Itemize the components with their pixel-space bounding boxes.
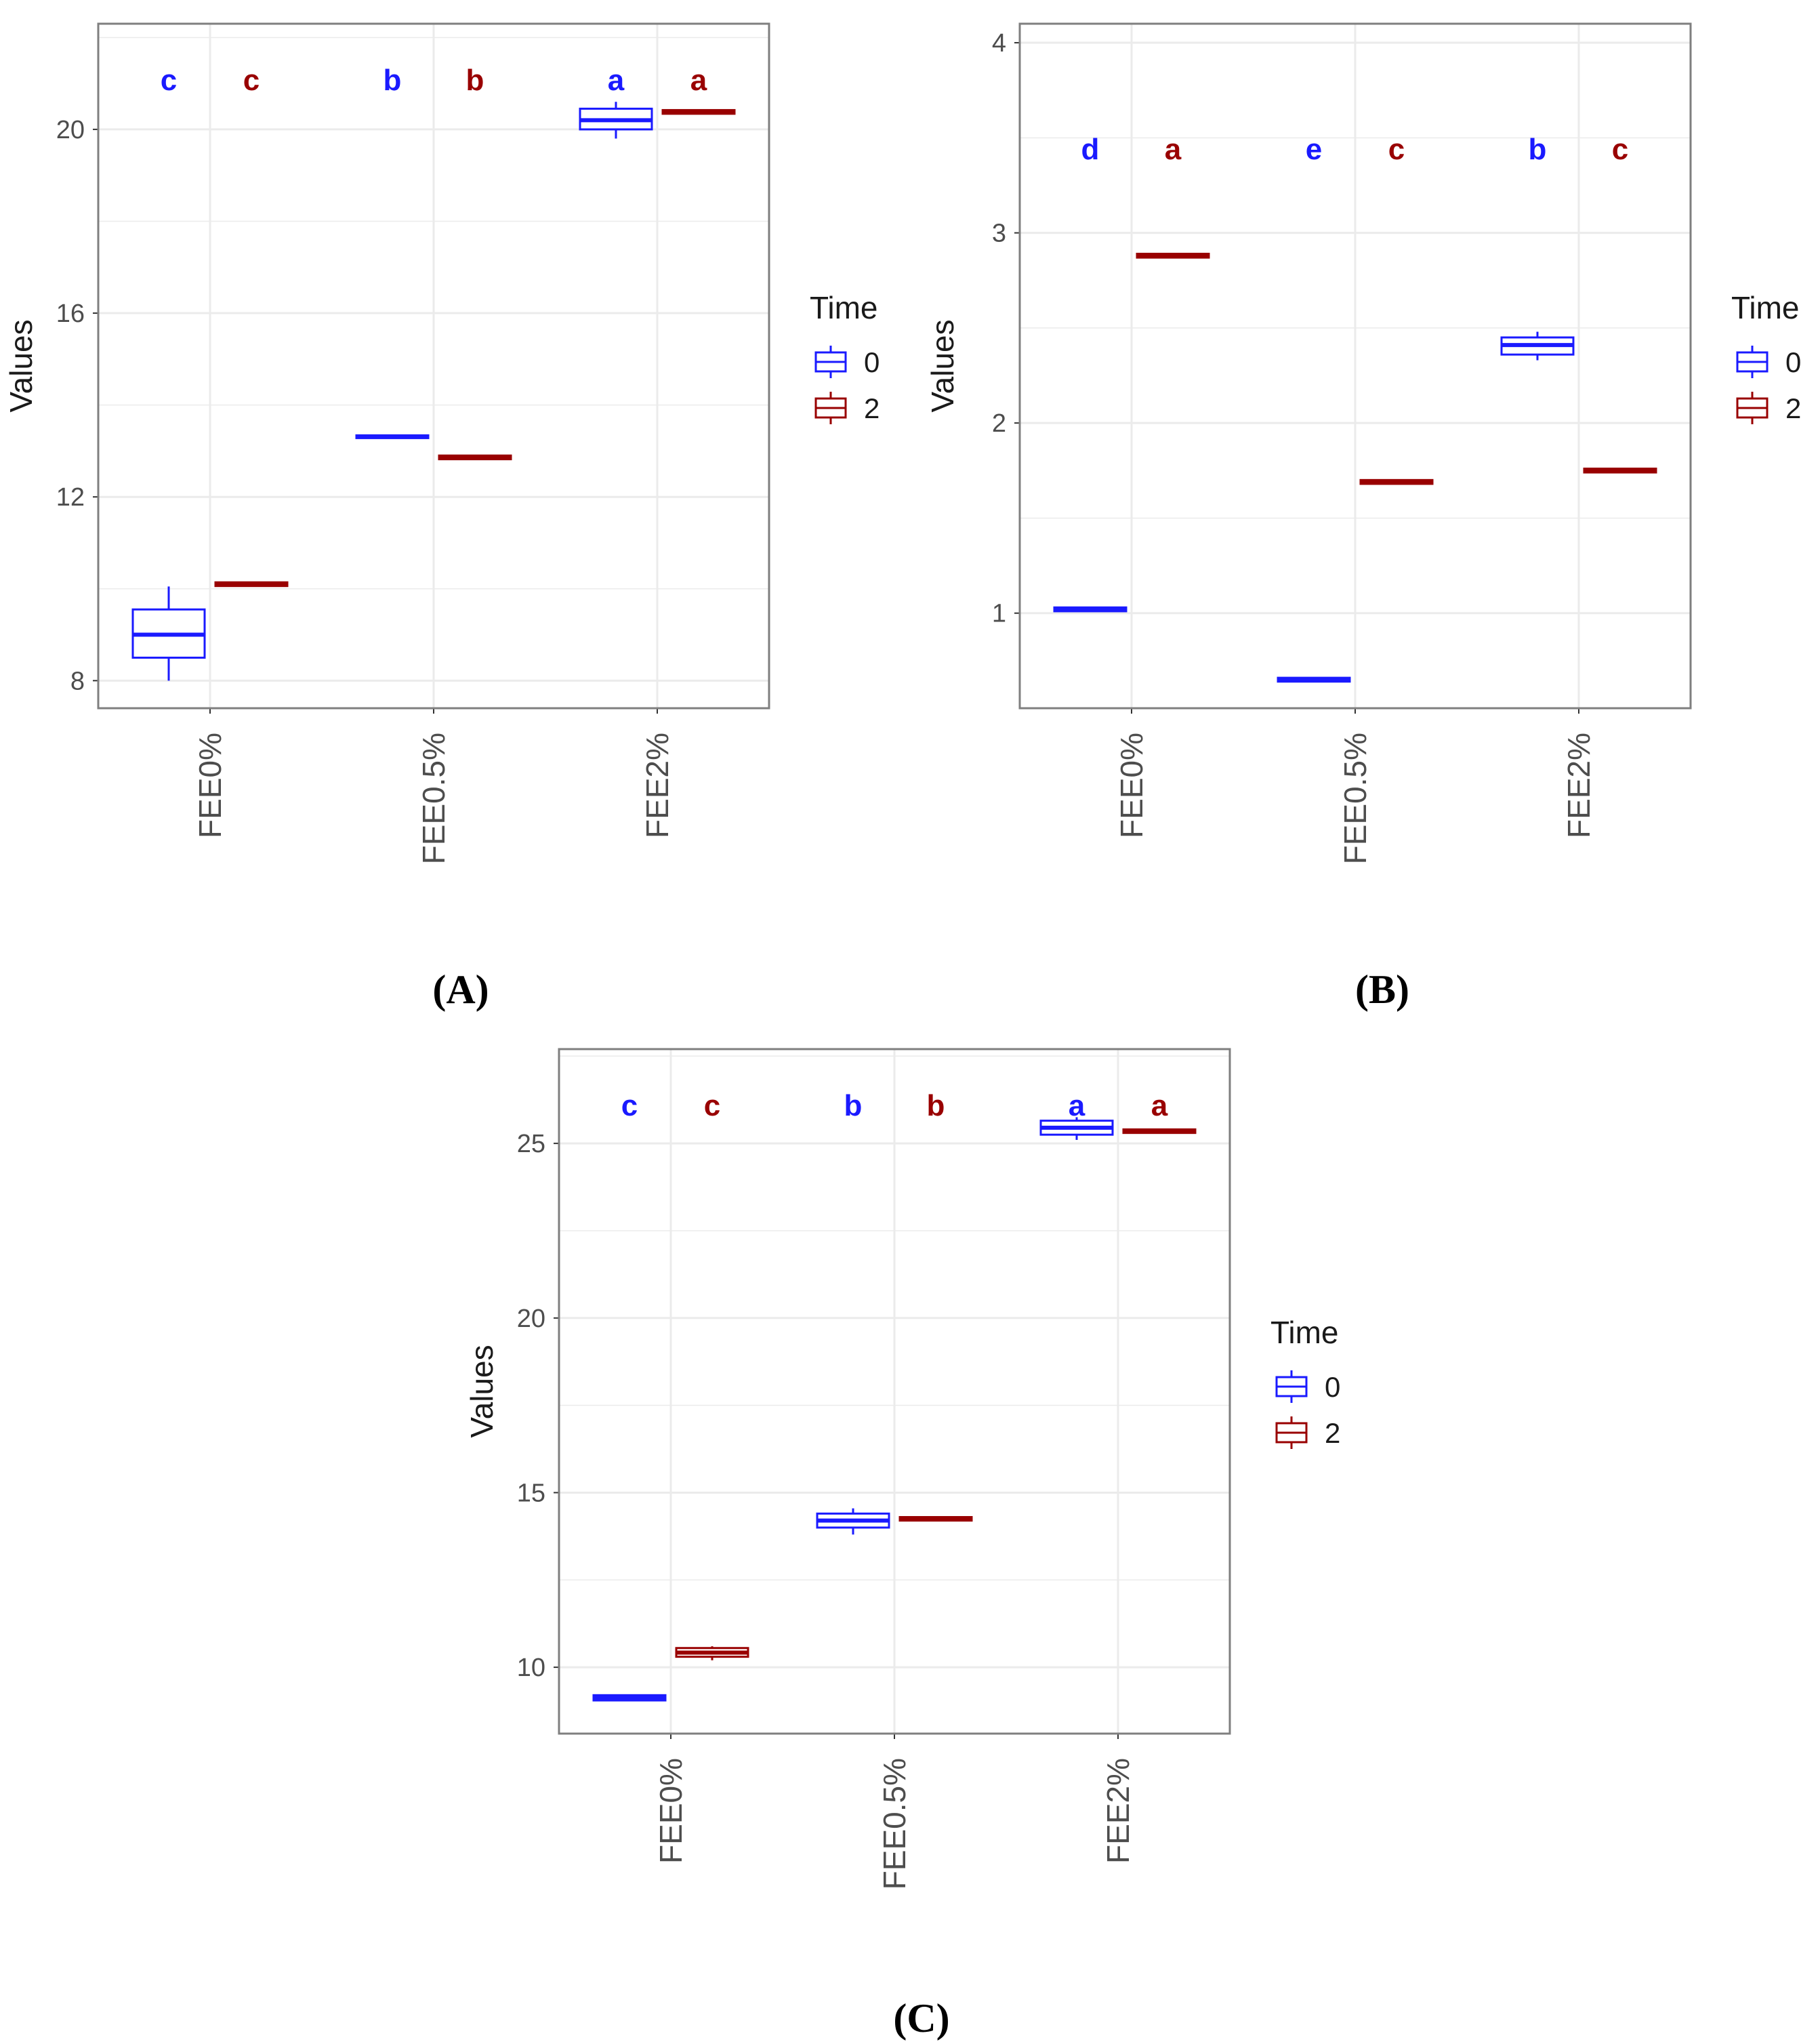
legend: Time 0 2: [810, 290, 880, 424]
legend-title: Time: [1731, 290, 1800, 325]
significance-letter: c: [704, 1089, 720, 1122]
legend-key-2: [1275, 1416, 1308, 1449]
box-0-FEE0.5%: [816, 1508, 890, 1535]
x-tick-label: FEE2%: [640, 733, 675, 838]
significance-letter: a: [608, 64, 625, 97]
y-tick-label: 4: [992, 29, 1006, 58]
significance-letter: d: [1081, 133, 1100, 166]
significance-letter: a: [1165, 133, 1182, 166]
significance-letter: b: [927, 1089, 945, 1122]
y-tick-label: 3: [992, 220, 1006, 248]
panel-border: [97, 22, 770, 710]
y-tick-label: 1: [992, 600, 1006, 628]
legend-label: 0: [1785, 346, 1801, 378]
box-2-FEE2%: [1122, 1128, 1197, 1135]
x-tick-label: FEE0.5%: [416, 733, 451, 864]
box-0-FEE0%: [1053, 606, 1128, 613]
box-2-FEE0.5%: [898, 1516, 973, 1522]
legend-label: 0: [864, 346, 880, 378]
panel-caption: (C): [893, 1996, 949, 2041]
x-tick-label: FEE2%: [1561, 733, 1596, 838]
legend-key-0: [1275, 1370, 1308, 1403]
box-0-FEE2%: [1500, 331, 1575, 361]
significance-letter: b: [844, 1089, 863, 1122]
significance-letter: c: [161, 64, 177, 97]
significance-letter: a: [690, 64, 707, 97]
panel-border: [558, 1048, 1231, 1735]
box-2-FEE2%: [1583, 468, 1657, 474]
y-axis-label: Values: [464, 1345, 499, 1437]
legend-key-2: [1736, 392, 1769, 424]
significance-letter: b: [466, 64, 484, 97]
box-0-FEE2%: [579, 102, 653, 139]
x-tick-label: FEE0.5%: [877, 1758, 912, 1889]
x-tick-label: FEE2%: [1100, 1758, 1136, 1864]
y-tick-label: 16: [56, 300, 85, 328]
legend-label: 0: [1325, 1371, 1340, 1403]
significance-letter: c: [621, 1089, 638, 1122]
box-2-FEE2%: [661, 108, 736, 115]
chart-panel-1: 1 2 3 4 Values FEE0% FEE0.5% FEE2% d e b a c c Time 0 2 (…: [925, 22, 1801, 1012]
box-2-FEE0%: [675, 1646, 749, 1660]
significance-letter: e: [1306, 133, 1322, 166]
legend-key-2: [814, 392, 847, 424]
y-tick-label: 10: [517, 1654, 545, 1682]
box-0-FEE0%: [131, 586, 206, 681]
significance-letter: c: [1612, 133, 1628, 166]
legend-title: Time: [810, 290, 878, 325]
box-0-FEE0.5%: [355, 434, 430, 439]
y-tick-label: 12: [56, 483, 85, 512]
panel-caption: (A): [432, 967, 489, 1012]
significance-letter: c: [243, 64, 260, 97]
y-axis-label: Values: [925, 319, 960, 412]
y-tick-label: 8: [70, 667, 85, 695]
box-0-FEE2%: [1039, 1117, 1114, 1140]
box-0-FEE0.5%: [1277, 676, 1351, 683]
significance-letter: a: [1151, 1089, 1168, 1122]
significance-letter: c: [1388, 133, 1405, 166]
box-2-FEE0%: [214, 581, 289, 588]
y-tick-label: 20: [56, 116, 85, 144]
x-tick-label: FEE0.5%: [1338, 733, 1373, 864]
y-tick-label: 2: [992, 409, 1006, 438]
legend-key-0: [814, 346, 847, 378]
box-2-FEE0.5%: [1359, 478, 1434, 485]
legend-key-0: [1736, 346, 1769, 378]
y-tick-label: 20: [517, 1305, 545, 1333]
box-0-FEE0%: [592, 1694, 667, 1702]
legend-title: Time: [1270, 1315, 1339, 1350]
y-tick-label: 25: [517, 1130, 545, 1158]
y-axis-label: Values: [3, 319, 39, 412]
significance-letter: a: [1069, 1089, 1085, 1122]
box-2-FEE0%: [1136, 252, 1210, 259]
significance-letter: b: [1529, 133, 1547, 166]
legend-label: 2: [864, 392, 880, 424]
box-2-FEE0.5%: [438, 454, 512, 461]
significance-letter: b: [384, 64, 402, 97]
legend-label: 2: [1785, 392, 1801, 424]
x-tick-label: FEE0%: [1114, 733, 1149, 838]
panel-border: [1018, 22, 1692, 710]
legend-label: 2: [1325, 1417, 1340, 1449]
legend: Time 0 2: [1731, 290, 1801, 424]
panel-caption: (B): [1355, 967, 1409, 1012]
x-tick-label: FEE0%: [192, 733, 228, 838]
legend: Time 0 2: [1270, 1315, 1340, 1449]
y-tick-label: 15: [517, 1479, 545, 1507]
x-tick-label: FEE0%: [653, 1758, 688, 1864]
